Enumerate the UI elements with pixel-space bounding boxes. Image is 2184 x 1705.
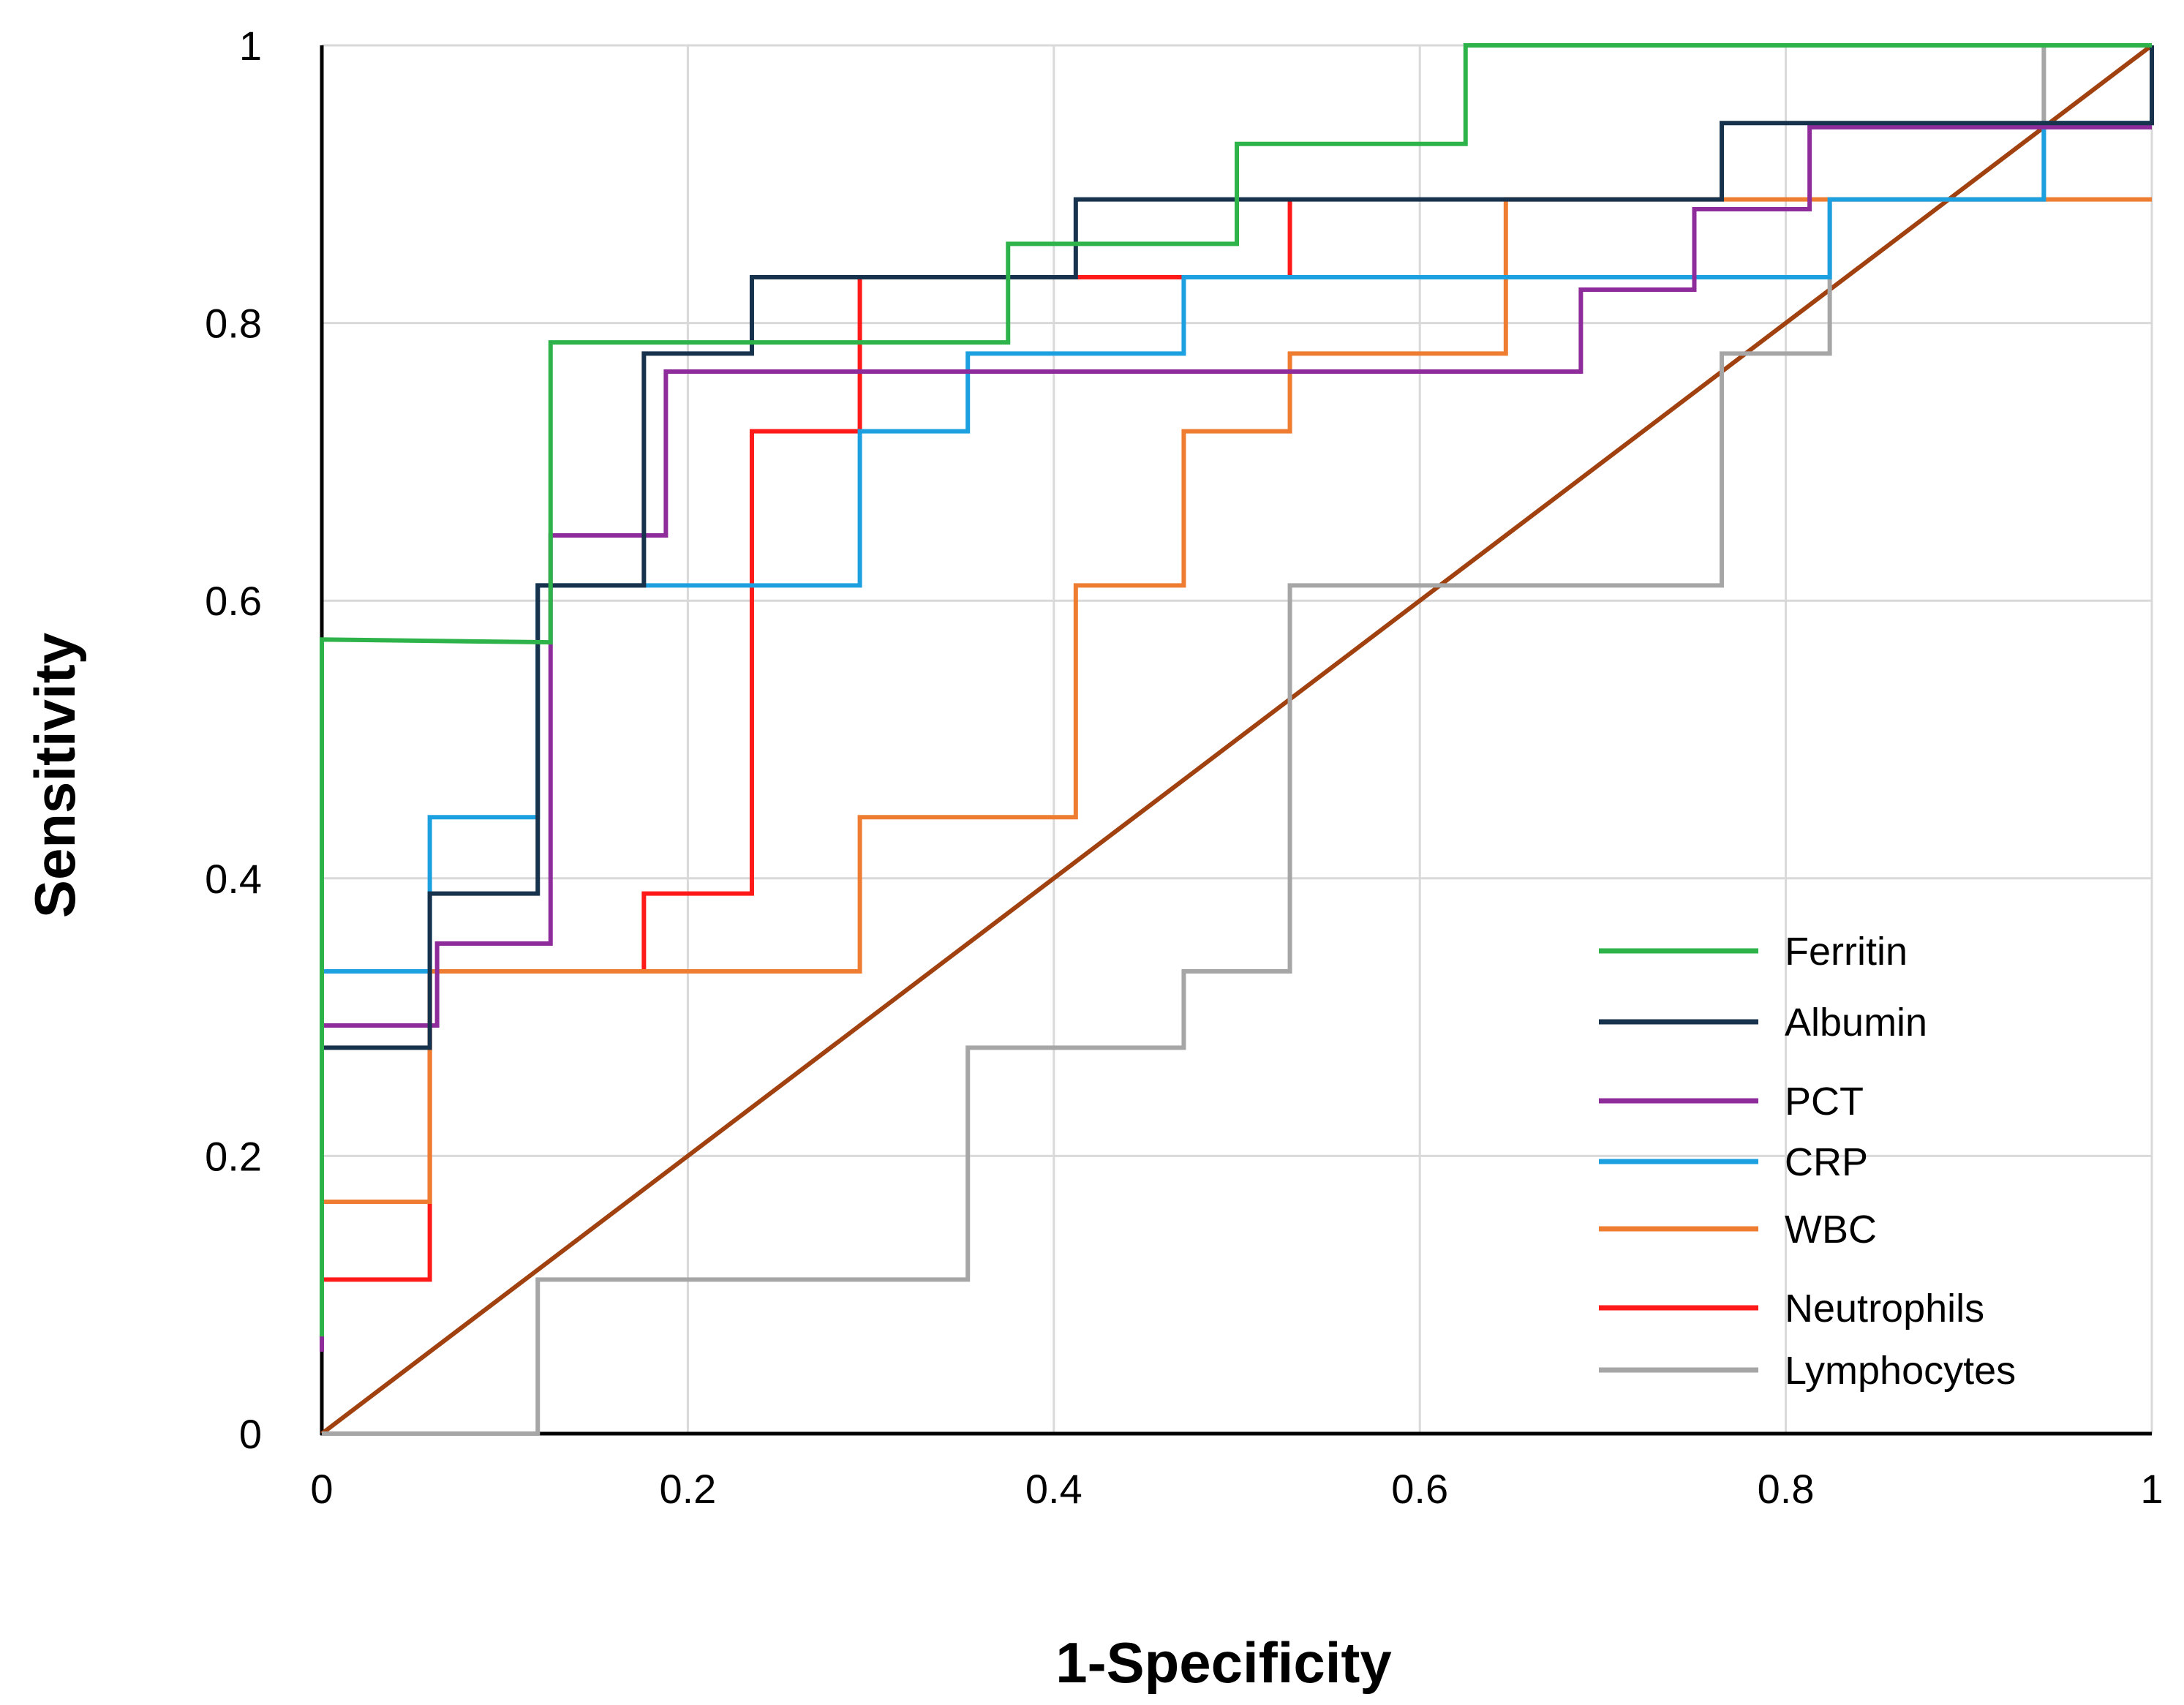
series-line-pct — [320, 124, 2152, 1352]
legend-item-neutrophils: Neutrophils — [1599, 1287, 1984, 1330]
y-tick-label: 0 — [239, 1411, 262, 1457]
x-tick-label: 0.2 — [659, 1466, 716, 1512]
legend-item-pct: PCT — [1599, 1080, 1864, 1124]
legend-item-albumin: Albumin — [1599, 1001, 1927, 1045]
legend-label: Neutrophils — [1785, 1287, 1984, 1330]
tick-labels: 0 0.2 0.4 0.6 0.8 1 0 0.2 0.4 0.6 0.8 1 — [205, 23, 2163, 1512]
legend-label: Albumin — [1785, 1001, 1927, 1045]
x-tick-label: 1 — [2140, 1466, 2163, 1512]
legend-label: Ferritin — [1785, 930, 1908, 974]
y-tick-label: 0.8 — [205, 301, 262, 347]
y-tick-label: 0.6 — [205, 578, 262, 624]
legend: Ferritin Albumin PCT CRP WBC Neutrophils Lymph… — [1599, 930, 2016, 1393]
legend-item-ferritin: Ferritin — [1599, 930, 1908, 974]
series-line-albumin — [320, 45, 2154, 1280]
x-tick-label: 0.8 — [1758, 1466, 1815, 1512]
legend-item-wbc: WBC — [1599, 1208, 1877, 1252]
series-layer — [320, 43, 2154, 1436]
legend-label: Lymphocytes — [1785, 1349, 2016, 1393]
x-tick-label: 0.6 — [1391, 1466, 1448, 1512]
y-tick-label: 0.4 — [205, 856, 262, 902]
legend-label: PCT — [1785, 1080, 1864, 1124]
reference-line — [320, 43, 2153, 1436]
x-axis-title: 1-Specificity — [1055, 1630, 1392, 1695]
series-line-ferritin — [320, 43, 2152, 1337]
x-tick-label: 0.4 — [1025, 1466, 1082, 1512]
legend-item-lymphocytes: Lymphocytes — [1599, 1349, 2016, 1393]
y-axis-title: Sensitivity — [23, 633, 87, 918]
series-line-wbc — [322, 197, 2152, 1205]
y-tick-label: 0.2 — [205, 1133, 262, 1179]
y-tick-label: 1 — [239, 23, 262, 69]
series-line-crp — [322, 121, 2152, 974]
x-tick-label: 0 — [310, 1466, 333, 1512]
legend-label: CRP — [1785, 1140, 1868, 1184]
legend-label: WBC — [1785, 1208, 1877, 1252]
series-line-neutrophils — [322, 199, 1292, 1282]
legend-item-crp: CRP — [1599, 1140, 1868, 1184]
